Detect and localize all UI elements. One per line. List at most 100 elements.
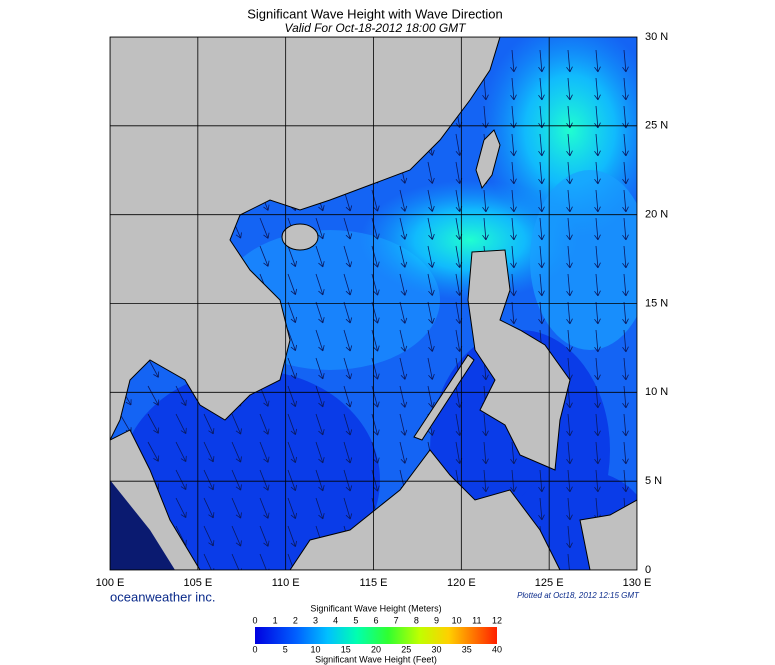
lat-label: 5 N bbox=[645, 475, 662, 487]
colorbar-tick: 11 bbox=[472, 615, 481, 625]
arrow bbox=[510, 161, 517, 185]
title: Significant Wave Height with Wave Direct… bbox=[247, 6, 503, 21]
arrow bbox=[343, 357, 353, 380]
arrow bbox=[371, 357, 380, 380]
colorbar-tick: 6 bbox=[373, 615, 378, 625]
arrow bbox=[566, 301, 573, 325]
arrow bbox=[566, 77, 573, 101]
colorbar-tick: 5 bbox=[353, 615, 358, 625]
arrow bbox=[399, 357, 408, 380]
arrow bbox=[510, 133, 517, 157]
arrow bbox=[147, 441, 160, 462]
arrow bbox=[287, 385, 298, 407]
arrow bbox=[399, 329, 408, 352]
arrow bbox=[566, 217, 573, 241]
lon-label: 125 E bbox=[535, 577, 564, 589]
land bbox=[110, 37, 637, 570]
arrow bbox=[147, 413, 160, 434]
arrow bbox=[566, 413, 573, 437]
arrow bbox=[594, 161, 601, 185]
arrow bbox=[203, 553, 215, 570]
lon-label: 120 E bbox=[447, 577, 476, 589]
colorbar-tick: 0 bbox=[252, 615, 257, 625]
arrow bbox=[594, 245, 601, 269]
arrow bbox=[427, 245, 435, 268]
arrow bbox=[482, 413, 489, 437]
arrow bbox=[594, 441, 601, 465]
colorbar-tick: 1 bbox=[273, 615, 278, 625]
arrow bbox=[343, 273, 353, 296]
arrow bbox=[371, 217, 380, 240]
arrow bbox=[622, 161, 629, 185]
arrow bbox=[371, 301, 380, 324]
arrow bbox=[427, 357, 435, 380]
arrow bbox=[594, 49, 601, 73]
arrow bbox=[175, 497, 187, 519]
arrow bbox=[622, 217, 629, 241]
arrow bbox=[315, 329, 325, 352]
arrow bbox=[231, 497, 242, 519]
borneo bbox=[289, 449, 561, 570]
lon-label: 130 E bbox=[623, 577, 652, 589]
sumatra-sea bbox=[110, 480, 175, 570]
arrow bbox=[399, 273, 408, 296]
lon-label: 115 E bbox=[360, 577, 388, 589]
arrow bbox=[287, 413, 298, 435]
arrow bbox=[622, 245, 629, 269]
arrow bbox=[622, 273, 629, 297]
colorbar-tick: 3 bbox=[313, 615, 318, 625]
arrow bbox=[259, 245, 270, 267]
arrow bbox=[399, 413, 408, 436]
taiwan bbox=[475, 129, 501, 190]
philippines bbox=[467, 249, 571, 471]
arrow bbox=[566, 161, 573, 185]
arrow bbox=[622, 441, 629, 465]
arrow bbox=[371, 385, 380, 408]
arrow bbox=[622, 49, 629, 73]
palawan bbox=[413, 354, 475, 441]
colorbar-tick: 25 bbox=[401, 644, 411, 654]
colorbar bbox=[255, 627, 497, 644]
colorbar-tick: 2 bbox=[293, 615, 298, 625]
map-labels: 30 N 25 N 20 N 15 N 10 N 5 N 0 100 E 105 E 110 E 1… bbox=[96, 31, 669, 589]
arrow bbox=[343, 497, 353, 520]
arrow bbox=[287, 357, 298, 379]
lat-label: 25 N bbox=[645, 120, 668, 132]
hainan bbox=[281, 223, 319, 251]
arrow bbox=[371, 441, 380, 464]
arrow bbox=[343, 441, 353, 464]
arrow bbox=[538, 189, 545, 213]
arrow bbox=[371, 273, 380, 296]
arrow bbox=[622, 385, 629, 409]
arrow bbox=[287, 441, 298, 463]
arrow bbox=[259, 525, 270, 547]
arrow bbox=[538, 245, 545, 269]
arrow bbox=[203, 497, 215, 519]
arrow bbox=[566, 245, 573, 269]
arrow bbox=[510, 301, 517, 325]
arrow bbox=[399, 301, 408, 324]
arrow bbox=[147, 385, 160, 406]
colorbar-tick: 9 bbox=[434, 615, 439, 625]
arrow bbox=[538, 301, 545, 325]
arrow bbox=[343, 385, 353, 408]
arrow bbox=[594, 189, 601, 213]
arrow bbox=[343, 329, 353, 352]
colorbar-tick: 5 bbox=[283, 644, 288, 654]
arrow bbox=[343, 217, 353, 240]
arrow bbox=[538, 77, 545, 101]
brand: oceanweather inc. bbox=[110, 589, 216, 604]
arrow bbox=[315, 413, 325, 436]
arrow bbox=[510, 441, 517, 465]
arrow bbox=[427, 217, 435, 240]
arrow bbox=[287, 301, 298, 323]
arrow bbox=[371, 189, 380, 212]
arrow bbox=[287, 245, 298, 267]
map bbox=[110, 37, 637, 570]
arrow bbox=[259, 497, 270, 519]
arrow bbox=[566, 189, 573, 213]
arrow bbox=[203, 441, 215, 463]
arrow bbox=[287, 525, 298, 547]
colorbar-ticks: 0 1 2 3 4 5 6 7 8 9 10 11 120 5 10 15 20 25 30 35 40 bbox=[252, 615, 502, 654]
